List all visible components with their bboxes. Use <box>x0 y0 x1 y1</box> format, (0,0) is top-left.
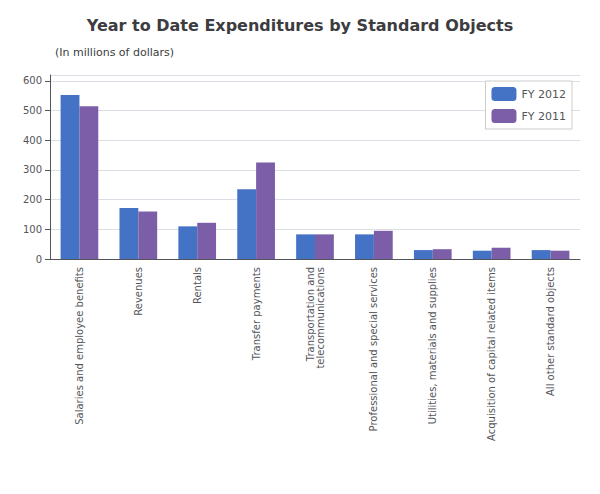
svg-text:Acquisition of capital related: Acquisition of capital related items <box>486 267 497 441</box>
svg-text:500: 500 <box>23 105 42 116</box>
svg-text:100: 100 <box>23 224 42 235</box>
svg-text:Transportation and: Transportation and <box>304 267 316 362</box>
svg-text:0: 0 <box>36 254 42 265</box>
svg-text:Salaries and employee benefits: Salaries and employee benefits <box>74 267 85 425</box>
svg-text:200: 200 <box>23 194 42 205</box>
svg-text:Utilities, materials and suppl: Utilities, materials and supplies <box>427 267 438 424</box>
svg-text:Year to Date Expenditures by S: Year to Date Expenditures by Standard Ob… <box>86 16 513 35</box>
svg-text:Professional and special servi: Professional and special services <box>368 267 379 431</box>
svg-text:Rentals: Rentals <box>192 267 203 304</box>
svg-text:All other standard objects: All other standard objects <box>545 267 556 396</box>
svg-text:(In millions of dollars): (In millions of dollars) <box>55 46 174 59</box>
svg-text:Transfer payments: Transfer payments <box>251 267 262 361</box>
svg-text:FY 2012: FY 2012 <box>521 88 566 101</box>
svg-text:Revenues: Revenues <box>133 267 144 316</box>
svg-text:600: 600 <box>23 75 42 86</box>
svg-text:FY 2011: FY 2011 <box>521 110 566 123</box>
svg-text:300: 300 <box>23 164 42 175</box>
svg-text:400: 400 <box>23 135 42 146</box>
svg-text:telecommunications: telecommunications <box>315 267 326 369</box>
